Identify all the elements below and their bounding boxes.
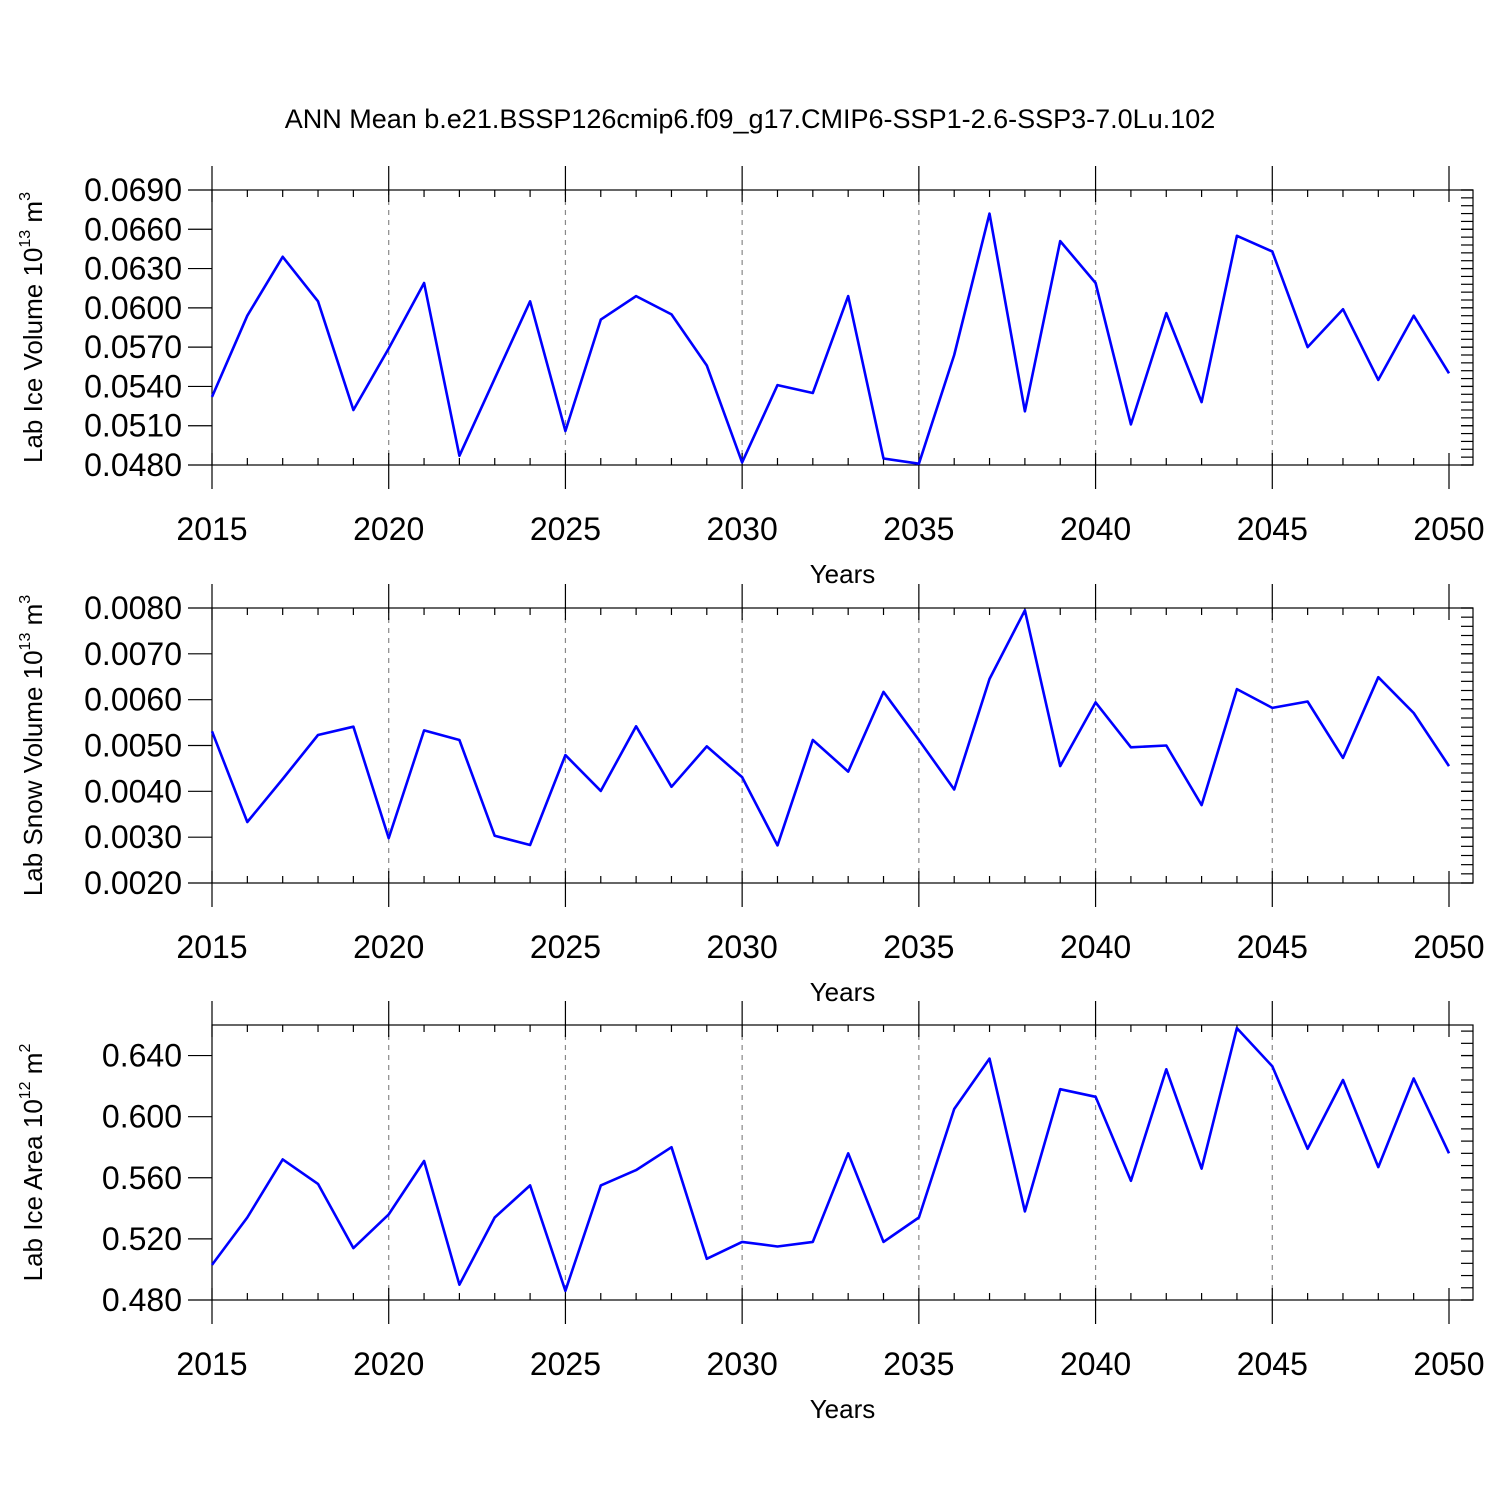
y-axis-label-main: Lab Ice Volume 10 xyxy=(18,248,48,463)
y-tick-label: 0.0660 xyxy=(84,211,182,247)
y-axis-label: Lab Ice Volume 1013 m3 xyxy=(17,192,48,463)
y-tick-label: 0.0050 xyxy=(84,728,182,764)
series-line xyxy=(210,608,1451,847)
y-tick-label: 0.0510 xyxy=(84,408,182,444)
y-tick-label: 0.560 xyxy=(102,1160,182,1196)
x-tick-label: 2025 xyxy=(530,929,601,965)
y-tick-label: 0.480 xyxy=(102,1282,182,1318)
chart-panel-3: 2015 2020 2025 2030 2035 2040 2045 2050 0.640 0.6… xyxy=(17,1001,1485,1424)
y-axis-label-exponent: 12 xyxy=(17,1081,34,1099)
x-tick-label: 2025 xyxy=(530,1346,601,1382)
x-tick-label: 2035 xyxy=(883,1346,954,1382)
x-tick-label: 2045 xyxy=(1237,1346,1308,1382)
plot-frame xyxy=(211,607,1474,884)
y-tick-label: 0.0630 xyxy=(84,251,182,287)
y-tick-label: 0.520 xyxy=(102,1221,182,1257)
series-line xyxy=(210,1026,1451,1293)
figure-title: ANN Mean b.e21.BSSP126cmip6.f09_g17.CMIP… xyxy=(285,104,1216,134)
x-tick-label: 2015 xyxy=(176,511,247,547)
x-tick-label: 2050 xyxy=(1413,511,1484,547)
y-tick-label: 0.0060 xyxy=(84,682,182,718)
y-tick-label: 0.0480 xyxy=(84,447,182,483)
x-tick-label: 2030 xyxy=(707,511,778,547)
x-tick-label: 2045 xyxy=(1237,929,1308,965)
chart-panel-2: 2015 2020 2025 2030 2035 2040 2045 2050 0.0080 0.… xyxy=(17,584,1485,1007)
x-tick-label: 2050 xyxy=(1413,1346,1484,1382)
x-tick-label: 2030 xyxy=(707,1346,778,1382)
plot-frame xyxy=(211,189,1474,466)
y-axis-label: Lab Snow Volume 1013 m3 xyxy=(17,595,48,896)
y-axis-label-unit-exponent: 3 xyxy=(17,595,34,604)
y-axis-label-unit-exponent: 2 xyxy=(17,1044,34,1053)
x-tick-label: 2025 xyxy=(530,511,601,547)
x-tick-label: 2040 xyxy=(1060,511,1131,547)
y-tick-label: 0.0020 xyxy=(84,865,182,901)
x-axis-label: Years xyxy=(810,1394,876,1424)
x-tick-label: 2020 xyxy=(353,511,424,547)
plot-frame xyxy=(211,1024,1474,1301)
x-tick-label: 2020 xyxy=(353,929,424,965)
y-tick-label: 0.0600 xyxy=(84,290,182,326)
x-tick-label: 2015 xyxy=(176,929,247,965)
y-axis-label-exponent: 13 xyxy=(17,230,34,248)
panels: 2015 2020 2025 2030 2035 2040 2045 20500.06900.… xyxy=(17,166,1485,1424)
x-tick-label: 2020 xyxy=(353,1346,424,1382)
y-tick-label: 0.0570 xyxy=(84,329,182,365)
y-tick-label: 0.0690 xyxy=(84,172,182,208)
y-axis-label-unit: m xyxy=(18,604,48,633)
y-axis-label-main: Lab Snow Volume 10 xyxy=(18,650,48,896)
y-axis-label: Lab Ice Area 1012 m2 xyxy=(17,1044,48,1282)
y-axis-label-unit-exponent: 3 xyxy=(17,192,34,201)
x-tick-label: 2015 xyxy=(176,1346,247,1382)
y-axis-label-main: Lab Ice Area 10 xyxy=(18,1099,48,1281)
chart-panel-1: 2015 2020 2025 2030 2035 2040 2045 20500.06900.… xyxy=(17,166,1485,589)
y-axis-label-unit: m xyxy=(18,201,48,230)
y-axis-label-unit: m xyxy=(18,1053,48,1082)
x-tick-label: 2045 xyxy=(1237,511,1308,547)
x-tick-label: 2030 xyxy=(707,929,778,965)
x-tick-label: 2040 xyxy=(1060,1346,1131,1382)
y-tick-label: 0.0540 xyxy=(84,368,182,404)
x-tick-label: 2035 xyxy=(883,511,954,547)
y-axis-label-exponent: 13 xyxy=(17,633,34,651)
x-tick-label: 2035 xyxy=(883,929,954,965)
y-tick-label: 0.0030 xyxy=(84,819,182,855)
x-axis-label: Years xyxy=(810,559,876,589)
x-axis-label: Years xyxy=(810,977,876,1007)
y-tick-label: 0.0070 xyxy=(84,636,182,672)
y-tick-label: 0.600 xyxy=(102,1099,182,1135)
x-tick-label: 2040 xyxy=(1060,929,1131,965)
x-tick-label: 2050 xyxy=(1413,929,1484,965)
y-tick-label: 0.0080 xyxy=(84,590,182,626)
y-tick-label: 0.0040 xyxy=(84,773,182,809)
y-tick-label: 0.640 xyxy=(102,1038,182,1074)
series-line xyxy=(210,212,1451,466)
